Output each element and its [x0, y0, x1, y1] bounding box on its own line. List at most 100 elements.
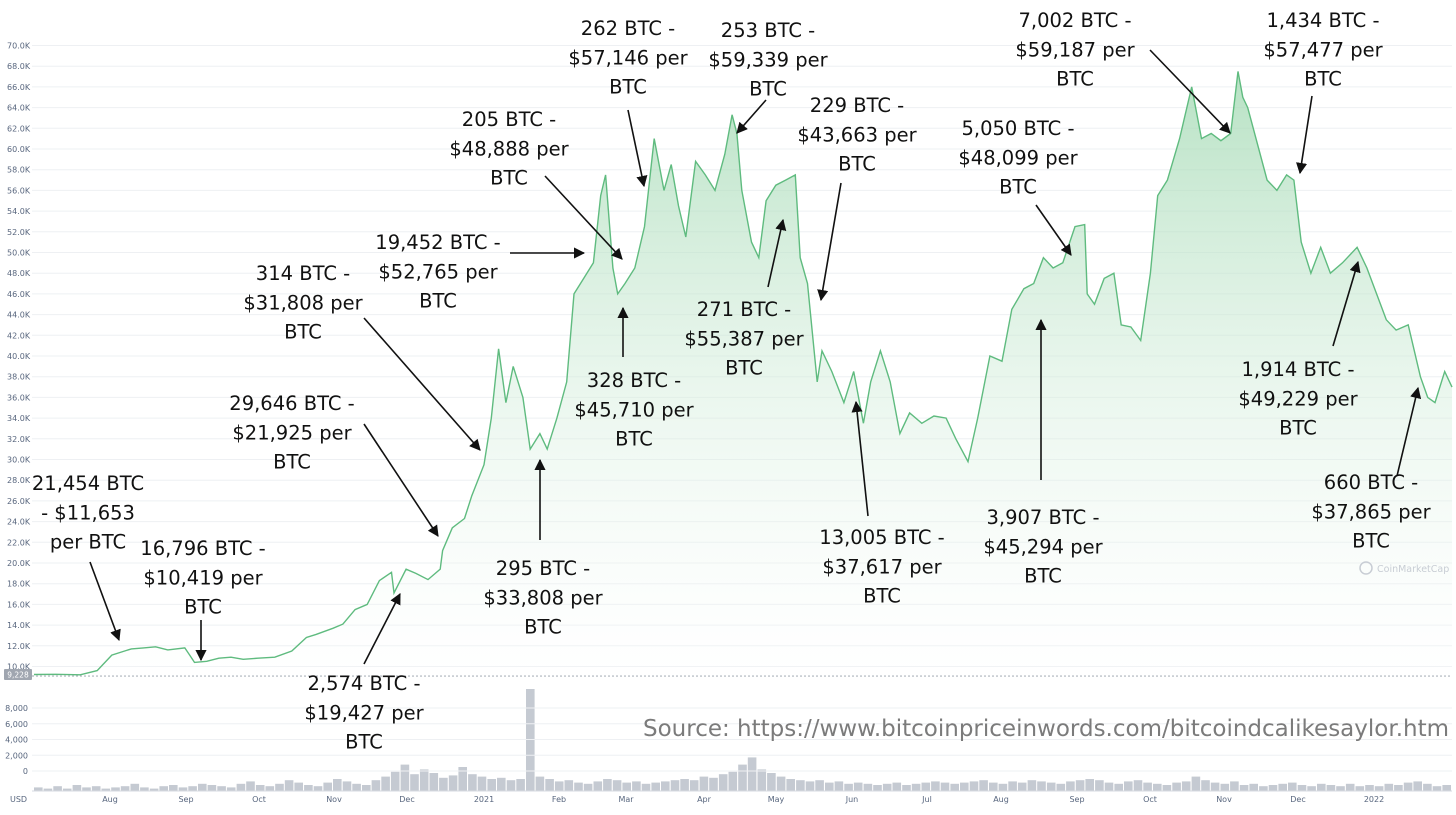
volume-bar [583, 783, 593, 791]
volume-bar [207, 785, 217, 791]
x-month-label: Dec [399, 795, 414, 804]
annotation: 2,574 BTC - $19,427 per BTC [304, 593, 425, 754]
volume-bar [1288, 782, 1297, 791]
y-tick-label: 58.0K [7, 166, 31, 175]
y-tick-label: 40.0K [7, 352, 31, 361]
annotation-line: 13,005 BTC - [819, 526, 944, 549]
volume-bar [670, 780, 680, 791]
annotation-line: 29,646 BTC - [229, 392, 354, 415]
annotation: 29,646 BTC - $21,925 per BTC [229, 392, 439, 537]
volume-bar [535, 776, 545, 791]
volume-bar [950, 783, 959, 791]
annotation-text: 262 BTC - $57,146 per BTC [568, 17, 688, 99]
volume-bar [400, 764, 410, 791]
annotation-text: 19,452 BTC - $52,765 per BTC [375, 231, 500, 313]
current-price-badge: 9,228 [4, 669, 32, 680]
volume-bar [564, 780, 574, 791]
volume-bar [333, 779, 342, 791]
annotation-line: BTC [749, 78, 787, 101]
annotation-line: 21,454 BTC [32, 472, 144, 495]
volume-bar [1394, 785, 1403, 791]
volume-bar [728, 771, 738, 791]
y-tick-label: 64.0K [7, 104, 31, 113]
y-tick-label: 14.0K [7, 621, 31, 630]
annotation-text: 29,646 BTC - $21,925 per BTC [229, 392, 354, 474]
annotation-text: 13,005 BTC - $37,617 per BTC [819, 526, 944, 608]
annotation-line: BTC [1279, 417, 1317, 440]
y-tick-label: 68.0K [7, 62, 31, 71]
volume-bar [873, 785, 882, 791]
x-month-label: Aug [993, 795, 1009, 804]
annotation-arrow [363, 593, 401, 665]
volume-tick-label: 0 [23, 767, 28, 776]
annotation-line: $57,477 per [1263, 38, 1383, 61]
volume-bar [390, 771, 400, 791]
volume-bar [149, 788, 159, 791]
volume-bar [468, 774, 477, 791]
annotation-line: BTC [1304, 68, 1342, 91]
annotation-line: 253 BTC - [721, 19, 815, 42]
volume-bar [1027, 780, 1037, 791]
volume-bar [1172, 782, 1181, 791]
volume-bar [169, 785, 178, 791]
annotation-line: $37,865 per [1311, 500, 1431, 523]
volume-bar [284, 780, 294, 791]
annotation-arrow [89, 561, 121, 642]
x-month-label: Aug [102, 795, 118, 804]
volume-bar [680, 779, 689, 791]
annotation-arrow [1332, 260, 1361, 347]
volume-bar [825, 782, 834, 791]
annotation-line: BTC [1056, 68, 1094, 91]
volume-bar [342, 781, 352, 791]
x-month-label: Nov [326, 795, 342, 804]
y-tick-label: 32.0K [7, 435, 31, 444]
annotation-arrow [544, 175, 623, 260]
y-tick-label: 60.0K [7, 145, 31, 154]
y-tick-label: 18.0K [7, 580, 31, 589]
volume-bar [487, 779, 496, 791]
volume-bar [1153, 783, 1162, 791]
annotation: 253 BTC - $59,339 per BTC [708, 19, 829, 134]
annotation-arrow [767, 218, 787, 288]
annotation-line: $55,387 per [684, 327, 804, 350]
annotation-text: 2,574 BTC - $19,427 per BTC [304, 672, 424, 754]
y-axis-ticks: 10.0K 12.0K 14.0K 16.0K 18.0K 20.0K 22.0K 24.0K… [7, 42, 31, 672]
volume-bar [834, 781, 844, 791]
volume-bar [1403, 782, 1413, 791]
volume-bar [805, 781, 815, 791]
volume-bar [699, 776, 709, 791]
annotation-line: per BTC [50, 531, 126, 554]
volume-bar [911, 783, 921, 791]
annotation: 1,914 BTC - $49,229 per BTC [1238, 260, 1361, 440]
x-month-label: Sep [1069, 795, 1084, 804]
annotation-arrow [1296, 95, 1313, 175]
annotation-line: BTC [524, 616, 562, 639]
price-area-fill [34, 71, 1452, 676]
annotation-line: BTC [838, 153, 876, 176]
volume-bar [217, 786, 226, 791]
volume-bar [1384, 783, 1394, 791]
volume-bar [62, 788, 72, 791]
x-month-label: 2021 [474, 795, 494, 804]
y-tick-label: 12.0K [7, 642, 31, 651]
x-month-label: Jul [921, 795, 932, 804]
volume-bar [371, 780, 381, 791]
volume-tick-label: 6,000 [5, 720, 28, 729]
volume-bar [159, 786, 168, 791]
volume-bar [612, 780, 622, 791]
volume-bar [1259, 786, 1268, 791]
annotation-arrow [363, 317, 481, 451]
annotation-line: BTC [999, 176, 1037, 199]
volume-bar [853, 782, 863, 791]
annotation-text: 7,002 BTC - $59,187 per BTC [1015, 9, 1135, 91]
annotation-line: $52,765 per [378, 260, 498, 283]
source-text: Source: https://www.bitcoinpriceinwords.… [643, 716, 1449, 742]
volume-bar [34, 787, 43, 791]
y-tick-label: 70.0K [7, 42, 31, 51]
volume-axis-ticks: 0 2,000 4,000 6,000 8,000 [5, 704, 1452, 776]
volume-bar [1249, 783, 1258, 791]
volume-bar [1008, 781, 1017, 791]
annotation-arrow [363, 423, 439, 537]
volume-bar [1046, 782, 1056, 791]
